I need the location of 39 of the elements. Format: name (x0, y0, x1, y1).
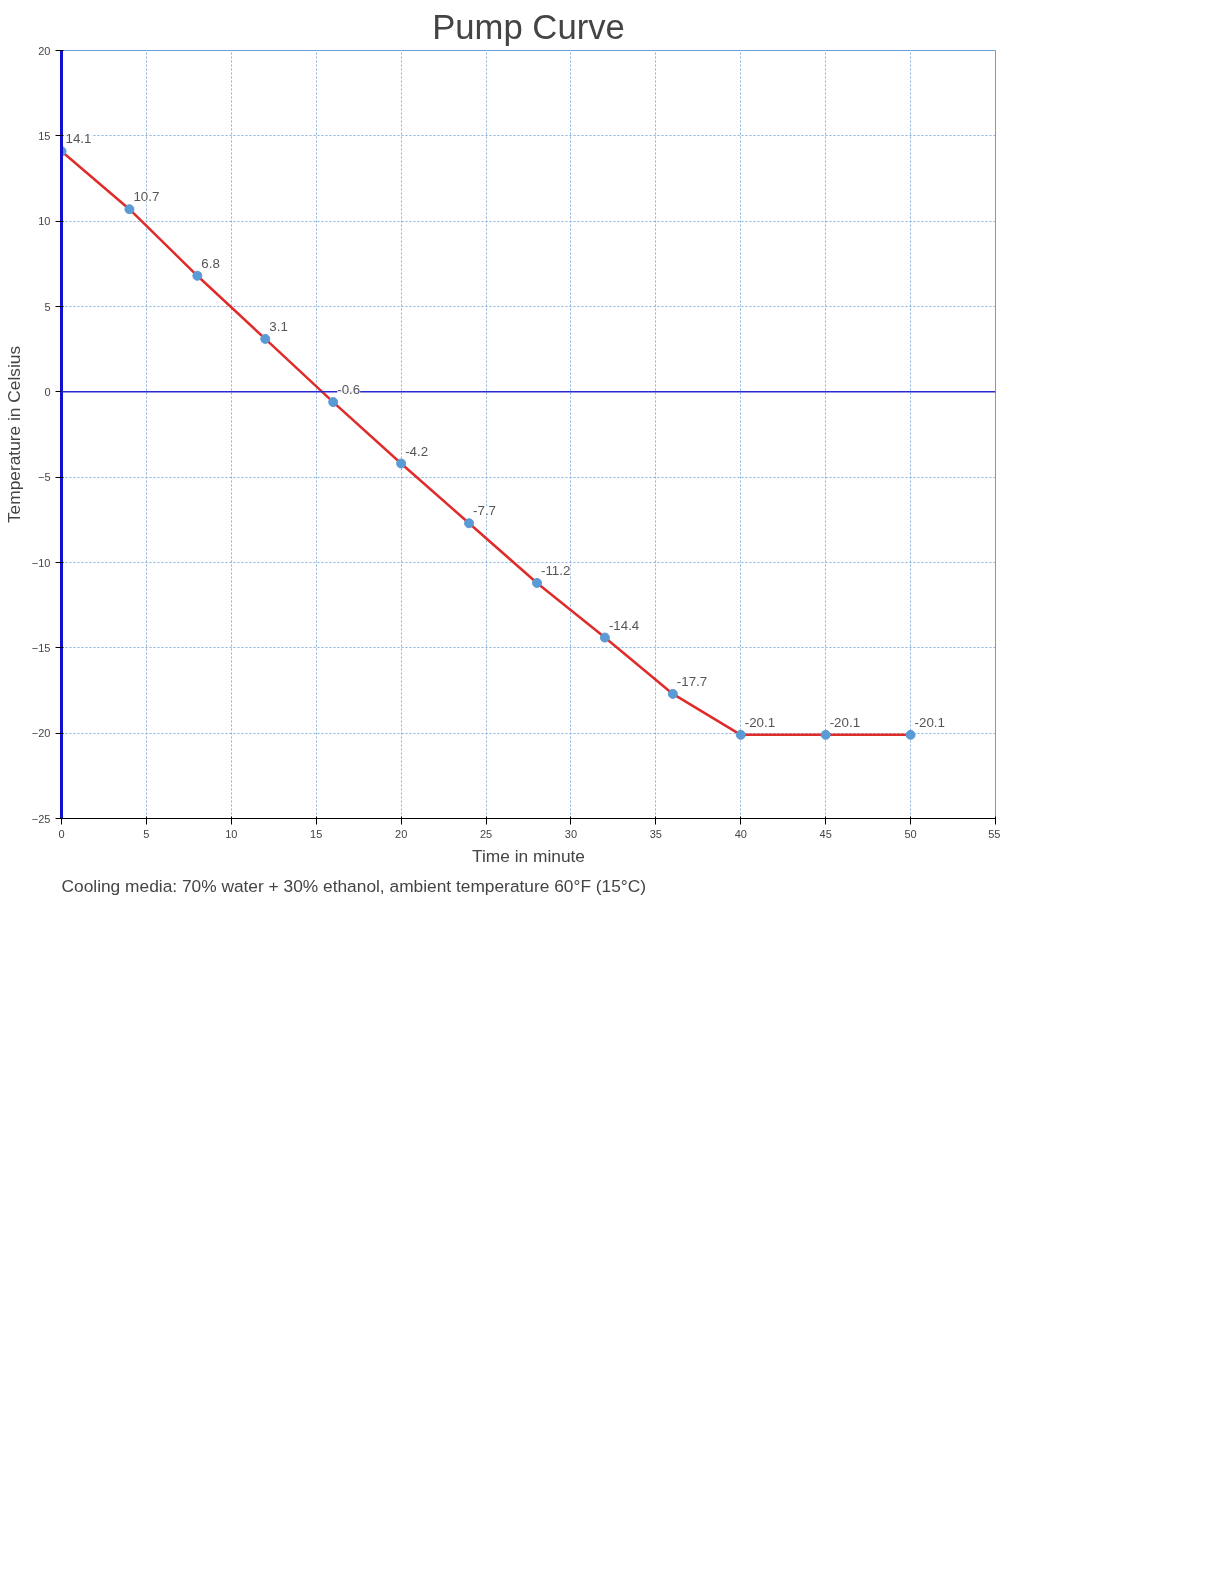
y-tick-label: −5 (37, 471, 51, 484)
text: Cooling media: 70% water + 30% ethanol, ambient temperature 60°F (15°C) (61, 875, 647, 896)
data-label: -14.4 (608, 617, 640, 633)
x-tick-label: 30 (564, 827, 578, 840)
x-tick-label: 0 (58, 827, 65, 840)
y-axis-title: Temperature in Celsius (3, 345, 24, 524)
y-tick-label: −20 (31, 727, 51, 740)
y-tick-label: −15 (31, 641, 51, 654)
x-tick-label: 45 (819, 827, 832, 840)
y-tick-label: −25 (31, 812, 51, 825)
chart-title: Pump Curve (432, 7, 625, 46)
y-tick-label: −10 (31, 556, 51, 569)
x-axis-title: Time in minute (472, 845, 586, 866)
data-label: -20.1 (914, 714, 945, 730)
data-label: -11.2 (540, 562, 571, 578)
x-tick-label: 50 (904, 827, 917, 840)
x-tick-label: 35 (649, 827, 662, 840)
data-label: 3.1 (269, 318, 288, 334)
data-label: -7.7 (473, 503, 497, 519)
data-label: -17.7 (676, 673, 708, 689)
x-tick-label: 10 (225, 827, 238, 840)
data-label: 6.8 (201, 255, 220, 271)
data-label: -20.1 (829, 714, 861, 730)
y-tick-label: 5 (44, 300, 51, 313)
y-tick-label: 15 (38, 129, 51, 142)
x-tick-label: 5 (143, 827, 150, 840)
data-label: 14.1 (65, 131, 92, 147)
data-label: -20.1 (744, 714, 776, 730)
x-tick-label: 15 (310, 827, 323, 840)
y-tick-label: 0 (44, 385, 51, 398)
x-tick-label: 55 (988, 827, 1001, 840)
x-tick-label: 20 (395, 827, 408, 840)
data-label: -4.2 (405, 443, 429, 459)
data-label: 10.7 (133, 189, 160, 205)
data-label: -0.6 (337, 382, 361, 398)
x-tick-label: 25 (479, 827, 493, 840)
y-tick-label: 20 (38, 44, 51, 57)
x-tick-label: 40 (734, 827, 747, 840)
y-tick-label: 10 (38, 215, 51, 228)
